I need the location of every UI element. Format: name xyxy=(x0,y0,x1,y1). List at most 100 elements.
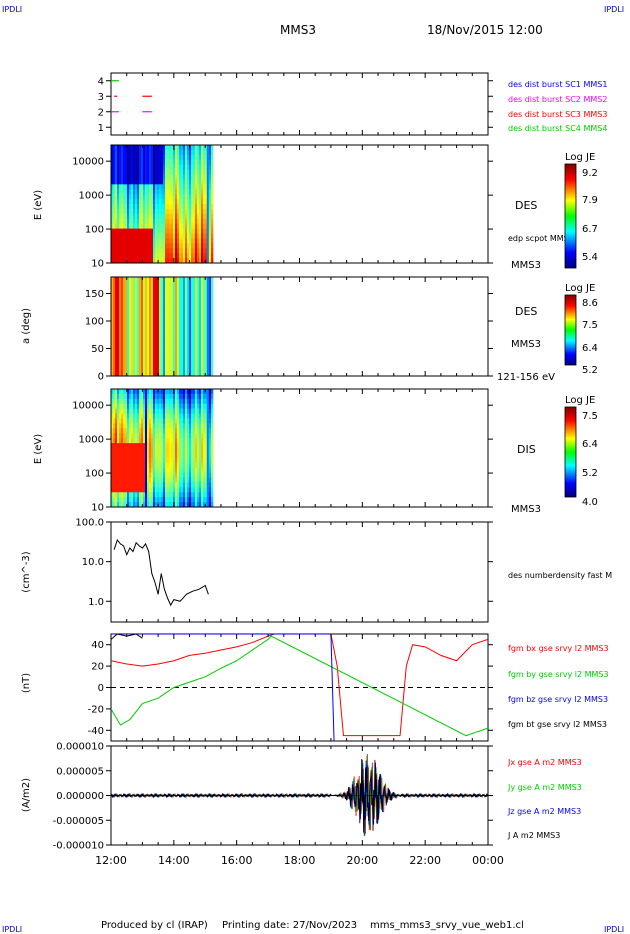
spectrogram-cell xyxy=(167,281,170,286)
spectrogram-cell xyxy=(123,403,126,410)
spectrogram-cell xyxy=(151,281,154,286)
spectrogram-cell xyxy=(127,482,130,488)
spectrogram-cell xyxy=(121,233,124,239)
spectrogram-cell xyxy=(145,149,148,156)
spectrogram-cell xyxy=(117,472,120,478)
spectrogram-cell xyxy=(183,228,186,234)
spectrogram-cell xyxy=(193,228,196,234)
spectrogram-cell xyxy=(201,326,204,332)
spectrogram-cell xyxy=(203,347,206,352)
spectrogram-cell xyxy=(169,343,172,348)
spectrogram-cell xyxy=(205,452,208,459)
spectrogram-cell xyxy=(163,452,166,459)
spectrogram-cell xyxy=(171,289,174,294)
spectrogram-cell xyxy=(181,179,184,185)
spectrogram-cell xyxy=(191,199,194,205)
spectrogram-cell xyxy=(125,204,128,210)
spectrogram-cell xyxy=(203,149,206,156)
spectrogram-cell xyxy=(153,289,156,294)
spectrogram-cell xyxy=(133,223,136,229)
spectrogram-cell xyxy=(181,228,184,234)
spectrogram-cell xyxy=(131,413,134,419)
spectrogram-cell xyxy=(165,367,168,373)
spectrogram-cell xyxy=(209,208,212,215)
spectrogram-cell xyxy=(111,433,114,439)
spectrogram-cell xyxy=(131,285,134,290)
spectrogram-cell xyxy=(181,351,184,356)
spectrogram-cell xyxy=(193,389,196,395)
spectrogram-cell xyxy=(129,338,132,344)
spectrogram-cell xyxy=(165,371,168,377)
spectrogram-cell xyxy=(167,194,170,200)
spectrogram-cell xyxy=(113,293,116,299)
spectrogram-cell xyxy=(157,347,160,352)
spectrogram-cell xyxy=(187,343,190,348)
spectrogram-cell xyxy=(123,174,126,180)
spectrogram-cell xyxy=(195,443,198,449)
spectrogram-cell xyxy=(191,253,194,259)
spectrogram-cell xyxy=(123,452,126,459)
spectrogram-cell xyxy=(121,189,124,195)
spectrogram-cell xyxy=(113,367,116,373)
spectrogram-cell xyxy=(129,330,132,336)
spectrogram-cell xyxy=(193,238,196,244)
spectrogram-cell xyxy=(183,154,186,161)
spectrogram-cell xyxy=(111,418,114,424)
spectrogram-cell xyxy=(165,403,168,410)
spectrogram-cell xyxy=(131,467,134,473)
spectrogram-cell xyxy=(183,492,186,498)
spectrogram-cell xyxy=(139,326,142,332)
spectrogram-cell xyxy=(147,233,150,239)
spectrogram-cell xyxy=(151,199,154,205)
spectrogram-cell xyxy=(185,443,188,449)
spectrogram-cell xyxy=(147,223,150,229)
spectrogram-cell xyxy=(199,248,202,254)
spectrogram-cell xyxy=(175,223,178,229)
spectrogram-cell xyxy=(187,213,190,220)
spectrogram-cell xyxy=(167,363,170,369)
spectrogram-cell xyxy=(175,301,178,307)
spectrogram-cell xyxy=(111,145,114,151)
spectrogram-cell xyxy=(129,457,132,464)
spectrogram-cell xyxy=(149,194,152,200)
spectrogram-cell xyxy=(117,289,120,294)
spectrogram-cell xyxy=(189,438,192,444)
spectrogram-cell xyxy=(169,457,172,464)
spectrogram-cell xyxy=(161,467,164,473)
spectrogram-cell xyxy=(111,438,114,444)
spectrogram-cell xyxy=(123,338,126,344)
spectrogram-cell xyxy=(161,443,164,449)
spectrogram-cell xyxy=(173,149,176,156)
spectrogram-cell xyxy=(175,213,178,220)
spectrogram-cell xyxy=(147,408,150,414)
spectrogram-cell xyxy=(181,502,184,508)
spectrogram-cell xyxy=(191,330,194,336)
spectrogram-cell xyxy=(133,208,136,215)
spectrogram-cell xyxy=(185,154,188,161)
spectrogram-cell xyxy=(187,204,190,210)
spectrogram-cell xyxy=(151,293,154,299)
spectrogram-cell xyxy=(139,403,142,410)
spectrogram-cell xyxy=(141,367,144,373)
spectrogram-cell xyxy=(145,204,148,210)
spectrogram-cell xyxy=(183,428,186,434)
spectrogram-cell xyxy=(129,343,132,348)
spectrogram-cell xyxy=(177,223,180,229)
spectrogram-cell xyxy=(165,448,168,454)
spectrogram-cell xyxy=(137,145,140,151)
spectrogram-cell xyxy=(165,223,168,229)
spectrogram-cell xyxy=(133,502,136,508)
spectrogram-cell xyxy=(197,443,200,449)
spectrogram-cell xyxy=(181,301,184,307)
spectrogram-cell xyxy=(111,408,114,414)
spectrogram-cell xyxy=(181,472,184,478)
spectrogram-cell xyxy=(133,343,136,348)
spectrogram-cell xyxy=(125,189,128,195)
spectrogram-cell xyxy=(123,423,126,429)
spectrogram-cell xyxy=(111,194,114,200)
spectrogram-cell xyxy=(179,433,182,439)
spectrogram-cell xyxy=(129,301,132,307)
spectrogram-cell xyxy=(135,448,138,454)
spectrogram-cell xyxy=(157,343,160,348)
spectrogram-cell xyxy=(135,238,138,244)
